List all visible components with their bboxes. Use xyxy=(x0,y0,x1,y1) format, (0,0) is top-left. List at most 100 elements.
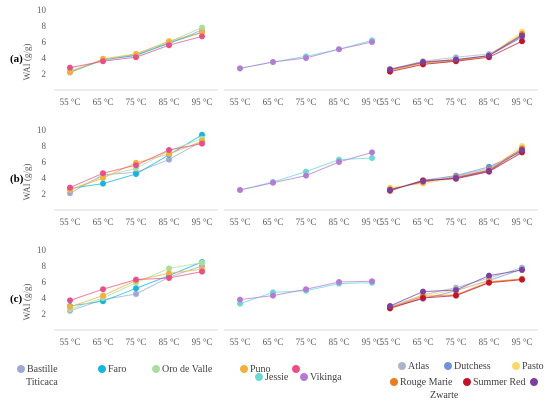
y-tick-label-a1-8: 8 xyxy=(42,21,47,31)
legend-marker-summer-red xyxy=(463,378,471,386)
legend-marker-vikinga xyxy=(300,373,308,381)
data-point-c1-titicaca-3 xyxy=(166,275,172,281)
y-tick-label-c1-8: 8 xyxy=(42,261,47,271)
x-tick-label-b2-4: 95 °C xyxy=(362,217,383,227)
x-tick-label-b1-4: 95 °C xyxy=(192,217,213,227)
data-point-c3-summer-red-2 xyxy=(453,292,459,299)
data-point-b1-titicaca-4 xyxy=(199,140,205,147)
data-point-a1-titicaca-2 xyxy=(133,54,139,61)
data-point-b2-vikinga-2 xyxy=(303,172,309,179)
y-tick-label-b1-4: 4 xyxy=(42,173,47,183)
legend-label-faro: Faro xyxy=(108,364,126,375)
data-point-c1-oro-de-valle-4 xyxy=(199,259,205,266)
data-point-b1-faro-2 xyxy=(133,171,139,177)
y-axis-title-a1: WAI (g/g) xyxy=(22,44,32,81)
series-line-b3-atlas xyxy=(389,148,523,190)
x-tick-label-c2-2: 75 °C xyxy=(296,337,317,347)
x-tick-label-a1-3: 85 °C xyxy=(159,97,180,107)
x-tick-label-c1-3: 85 °C xyxy=(159,337,180,347)
x-tick-label-c3-3: 85 °C xyxy=(479,337,500,347)
data-point-a2-vikinga-0 xyxy=(237,65,243,72)
legend-marker-dutchess xyxy=(444,362,452,370)
row-label-2: (c) xyxy=(10,293,23,305)
x-tick-label-a3-2: 75 °C xyxy=(446,97,467,107)
data-point-a3-zwarte-3 xyxy=(486,52,492,59)
data-point-c3-zwarte-4 xyxy=(519,267,525,273)
legend-marker-bastille xyxy=(17,365,25,373)
legend-marker-oro-de-valle xyxy=(152,365,160,373)
data-point-c1-titicaca-4 xyxy=(199,268,205,275)
x-tick-label-c2-3: 85 °C xyxy=(329,337,350,347)
data-point-c2-vikinga-2 xyxy=(303,286,309,293)
x-tick-label-b1-1: 65 °C xyxy=(93,217,114,227)
legend-label-titicaca: Titicaca xyxy=(26,377,58,388)
x-tick-label-a2-2: 75 °C xyxy=(296,97,317,107)
data-point-c1-puno-0 xyxy=(67,303,73,310)
x-tick-label-a3-1: 65 °C xyxy=(413,97,434,107)
x-tick-label-a2-4: 95 °C xyxy=(362,97,383,107)
x-tick-label-b3-1: 65 °C xyxy=(413,217,434,227)
legend-label-bastille: Bastille xyxy=(27,364,58,375)
legend-marker-pasto xyxy=(512,362,520,370)
x-tick-label-a3-4: 95 °C xyxy=(512,97,533,107)
row-label-0: (a) xyxy=(10,53,23,65)
data-point-a1-titicaca-3 xyxy=(166,42,172,49)
data-point-a2-vikinga-4 xyxy=(369,39,375,45)
legend-label-jessie: Jessie xyxy=(265,372,289,383)
data-point-c2-vikinga-0 xyxy=(237,296,243,303)
legend-label-oro-de-valle: Oro de Valle xyxy=(162,364,213,375)
series-line-b3-rouge-marie xyxy=(389,147,523,190)
x-tick-label-b1-0: 55 °C xyxy=(60,217,81,227)
data-point-a2-vikinga-2 xyxy=(303,55,309,61)
legend-label-atlas: Atlas xyxy=(408,361,429,372)
data-point-b1-titicaca-0 xyxy=(67,184,73,191)
x-tick-label-b2-0: 55 °C xyxy=(230,217,251,227)
x-tick-label-b2-2: 75 °C xyxy=(296,217,317,227)
x-tick-label-c2-4: 95 °C xyxy=(362,337,383,347)
x-tick-label-a1-2: 75 °C xyxy=(126,97,147,107)
data-point-a1-titicaca-1 xyxy=(100,58,106,65)
x-tick-label-b3-3: 85 °C xyxy=(479,217,500,227)
x-tick-label-b2-3: 85 °C xyxy=(329,217,350,227)
data-point-a2-vikinga-1 xyxy=(270,59,276,65)
y-tick-label-c1-10: 10 xyxy=(37,245,47,255)
legend-label-dutchess: Dutchess xyxy=(454,361,491,372)
x-tick-label-a2-0: 55 °C xyxy=(230,97,251,107)
data-point-c1-oro-de-valle-3 xyxy=(166,265,172,272)
x-tick-label-a3-3: 85 °C xyxy=(479,97,500,107)
y-tick-label-b1-2: 2 xyxy=(42,189,47,199)
data-point-a3-zwarte-0 xyxy=(387,66,393,73)
data-point-b2-vikinga-4 xyxy=(369,149,375,156)
x-tick-label-c3-0: 55 °C xyxy=(380,337,401,347)
data-point-b1-bastille-3 xyxy=(166,156,172,163)
data-point-c1-titicaca-0 xyxy=(67,297,73,304)
data-point-c3-summer-red-1 xyxy=(420,295,426,301)
data-point-c3-zwarte-3 xyxy=(486,272,492,279)
x-tick-label-b3-4: 95 °C xyxy=(512,217,533,227)
x-tick-label-a1-1: 65 °C xyxy=(93,97,114,107)
data-point-a2-vikinga-3 xyxy=(336,46,342,53)
data-point-b3-zwarte-1 xyxy=(420,178,426,185)
legend-label-vikinga: Vikinga xyxy=(310,372,342,383)
data-point-c1-puno-1 xyxy=(100,292,106,299)
legend-marker-jessie xyxy=(255,373,263,381)
y-axis-title-c1: WAI (g/g) xyxy=(22,284,32,321)
x-tick-label-c2-0: 55 °C xyxy=(230,337,251,347)
data-point-c1-faro-2 xyxy=(133,285,139,292)
y-tick-label-a1-2: 2 xyxy=(42,69,47,79)
y-tick-label-a1-10: 10 xyxy=(37,5,47,15)
data-point-a1-puno-0 xyxy=(67,69,73,76)
y-tick-label-b1-10: 10 xyxy=(37,125,47,135)
x-tick-label-c3-2: 75 °C xyxy=(446,337,467,347)
data-point-c2-vikinga-4 xyxy=(369,278,375,285)
legend-marker-faro xyxy=(98,365,106,373)
legend-marker-titicaca xyxy=(292,365,300,373)
x-tick-label-c2-1: 65 °C xyxy=(263,337,284,347)
x-tick-label-c1-2: 75 °C xyxy=(126,337,147,347)
data-point-c3-summer-red-3 xyxy=(486,279,492,286)
data-point-a3-summer-red-4 xyxy=(519,38,525,45)
x-tick-label-c1-1: 65 °C xyxy=(93,337,114,347)
data-point-b2-vikinga-1 xyxy=(270,179,276,186)
x-tick-label-a1-0: 55 °C xyxy=(60,97,81,107)
